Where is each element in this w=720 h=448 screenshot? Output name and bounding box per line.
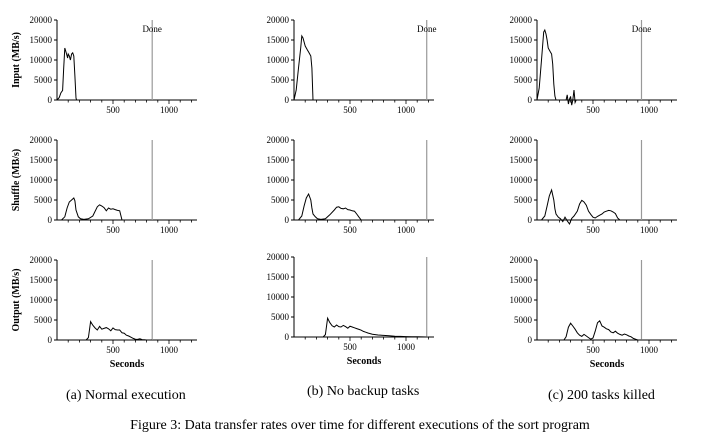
x-axis-label: Seconds [110,359,145,370]
series-line [537,188,621,226]
panel-c-output: 0 5000 10000 15000 20000 500 1000 Seconds [510,255,677,370]
y-tick-label: 15000 [30,155,53,165]
x-tick-label: 1000 [397,105,416,115]
y-tick-label: 20000 [30,135,53,145]
y-axis-label: Input (MB/s) [11,32,22,88]
y-tick-label: 20000 [267,15,290,25]
done-label: Done [417,24,437,34]
panel-a-shuffle: 0 5000 10000 15000 20000 500 1000 Shuffle (MB/s… [11,135,197,235]
y-tick-label: 0 [48,335,53,345]
y-tick-label: 10000 [267,292,290,302]
series-line [57,197,123,221]
x-tick-label: 1000 [160,105,179,115]
y-tick-label: 5000 [514,315,533,325]
y-tick-label: 10000 [30,295,53,305]
y-tick-label: 5000 [271,195,290,205]
y-tick-label: 10000 [510,175,533,185]
y-tick-label: 15000 [30,35,53,45]
x-axis-label: Seconds [590,359,625,370]
panel-a-input: 0 5000 10000 15000 20000 500 1000 Done Input (MB… [11,15,197,115]
y-tick-label: 10000 [267,175,290,185]
y-tick-label: 5000 [271,75,290,85]
y-tick-label: 0 [285,215,290,225]
y-tick-label: 5000 [34,315,53,325]
y-tick-label: 15000 [510,155,533,165]
y-tick-label: 0 [528,335,533,345]
y-axis-label: Output (MB/s) [11,268,22,331]
y-tick-label: 0 [528,215,533,225]
x-tick-label: 1000 [640,345,659,355]
panel-b-output: 0 5000 10000 15000 20000 500 1000 Seconds [267,252,434,367]
y-tick-label: 10000 [30,55,53,65]
x-tick-label: 1000 [160,225,179,235]
series-line [536,28,578,106]
y-tick-label: 5000 [271,312,290,322]
x-tick-label: 500 [586,105,600,115]
y-axis-label: Shuffle (MB/s) [11,149,22,212]
x-tick-label: 1000 [160,345,179,355]
y-tick-label: 5000 [514,75,533,85]
panel-b-input: 0 5000 10000 15000 20000 500 1000 Done [267,15,437,115]
series-line [294,192,362,221]
y-tick-label: 0 [285,95,290,105]
x-axis-label: Seconds [347,356,382,367]
series-line [57,320,153,341]
y-tick-label: 20000 [267,252,290,262]
y-tick-label: 0 [285,332,290,342]
x-tick-label: 500 [586,345,600,355]
y-tick-label: 15000 [267,155,290,165]
y-tick-label: 20000 [510,255,533,265]
y-tick-label: 0 [528,95,533,105]
x-tick-label: 500 [343,342,357,352]
x-tick-label: 1000 [397,225,416,235]
series-line [56,47,80,101]
panel-c-shuffle: 0 5000 10000 15000 20000 500 1000 [510,135,677,235]
y-tick-label: 0 [48,215,53,225]
x-tick-label: 1000 [640,225,659,235]
series-line [293,34,315,101]
x-tick-label: 1000 [397,342,416,352]
series-line [294,316,427,338]
y-tick-label: 10000 [30,175,53,185]
y-tick-label: 15000 [510,35,533,45]
x-tick-label: 500 [106,345,120,355]
panel-c-input: 0 5000 10000 15000 20000 500 1000 Done [510,15,677,115]
y-tick-label: 15000 [30,275,53,285]
panel-b-shuffle: 0 5000 10000 15000 20000 500 1000 [267,135,434,235]
y-tick-label: 20000 [510,15,533,25]
x-tick-label: 500 [343,225,357,235]
y-tick-label: 0 [48,95,53,105]
subcaption-a: (a) Normal execution [66,388,186,403]
x-tick-label: 500 [106,105,120,115]
x-tick-label: 500 [106,225,120,235]
x-tick-label: 500 [343,105,357,115]
y-tick-label: 10000 [510,295,533,305]
series-line [537,319,642,341]
y-tick-label: 15000 [267,272,290,282]
done-label: Done [142,24,162,34]
y-tick-label: 20000 [30,15,53,25]
y-tick-label: 10000 [510,55,533,65]
y-tick-label: 15000 [267,35,290,45]
y-tick-label: 5000 [514,195,533,205]
x-tick-label: 500 [586,225,600,235]
x-tick-label: 1000 [640,105,659,115]
y-tick-label: 20000 [510,135,533,145]
y-tick-label: 10000 [267,55,290,65]
subcaption-b: (b) No backup tasks [307,384,420,399]
y-tick-label: 5000 [34,75,53,85]
subcaption-c: (c) 200 tasks killed [548,388,655,403]
done-label: Done [632,24,652,34]
y-tick-label: 20000 [267,135,290,145]
y-tick-label: 15000 [510,275,533,285]
panel-a-output: 0 5000 10000 15000 20000 500 1000 Output (MB/s)… [11,255,197,370]
y-tick-label: 5000 [34,195,53,205]
y-tick-label: 20000 [30,255,53,265]
figure-caption: Figure 3: Data transfer rates over time … [130,418,590,433]
